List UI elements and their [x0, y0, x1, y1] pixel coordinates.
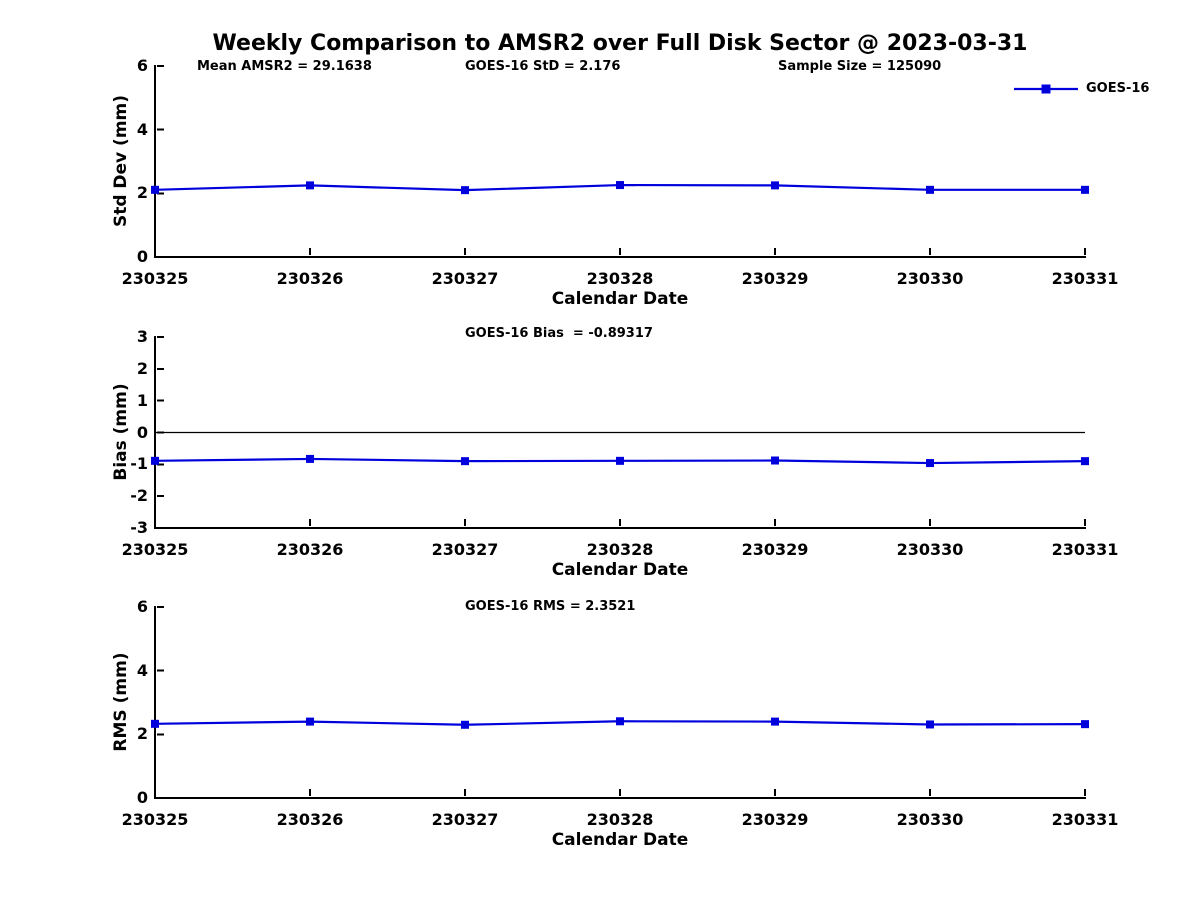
legend-marker [1041, 84, 1051, 94]
axis-spines [154, 606, 1086, 799]
data-point-marker [151, 185, 159, 194]
y-tick-label: 6 [136, 56, 148, 75]
y-tick-label: -1 [130, 454, 148, 474]
x-tick-label: 230331 [1051, 810, 1119, 829]
data-point-marker [616, 181, 624, 190]
tick-marks [154, 336, 1086, 529]
x-tick-label: 230328 [586, 540, 654, 559]
data-point-marker [1081, 720, 1089, 729]
data-point-marker [151, 456, 159, 465]
data-point-marker [616, 717, 624, 726]
tick-marks [154, 65, 1086, 258]
data-point-marker [926, 720, 934, 729]
y-tick-label: -3 [130, 518, 148, 537]
x-tick-label: 230325 [121, 269, 189, 288]
x-tick-label: 230328 [586, 810, 654, 829]
x-tick-label: 230329 [741, 540, 809, 559]
y-tick-label: 1 [136, 390, 148, 410]
y-tick-label: 2 [136, 724, 148, 744]
legend-label: GOES-16 [1086, 81, 1150, 96]
tick-marks [154, 606, 1086, 799]
x-tick-label: 230328 [586, 269, 654, 288]
xlabel-bias: Calendar Date [551, 560, 689, 580]
data-point-marker [306, 181, 314, 190]
stat-annotation: GOES-16 RMS = 2.3521 [465, 599, 636, 614]
data-point-marker [306, 717, 314, 726]
y-tick-label: 2 [136, 358, 148, 378]
x-tick-label: 230330 [896, 810, 964, 829]
x-tick-label: 230327 [431, 540, 499, 559]
y-tick-label: 0 [136, 788, 148, 807]
axis-spines [154, 65, 1086, 258]
data-point-marker [461, 186, 469, 195]
y-tick-label: 3 [136, 327, 148, 346]
stat-annotation: GOES-16 StD = 2.176 [465, 59, 621, 74]
x-tick-label: 230326 [276, 810, 344, 829]
x-tick-label: 230327 [431, 810, 499, 829]
chart-title: Weekly Comparison to AMSR2 over Full Dis… [212, 31, 1028, 56]
y-tick-label: 4 [136, 660, 148, 680]
data-point-marker [771, 717, 779, 726]
x-tick-label: 230326 [276, 269, 344, 288]
x-tick-label: 230329 [741, 810, 809, 829]
y-tick-label: 6 [136, 597, 148, 616]
data-point-marker [926, 185, 934, 194]
data-point-marker [461, 720, 469, 729]
data-point-marker [926, 459, 934, 468]
data-point-marker [151, 719, 159, 728]
data-point-marker [616, 456, 624, 465]
y-tick-label: 0 [136, 247, 148, 266]
xlabel-std-dev: Calendar Date [551, 289, 689, 309]
stat-annotation: Mean AMSR2 = 29.1638 [197, 59, 372, 74]
y-tick-label: -2 [130, 486, 148, 506]
data-point-marker [1081, 185, 1089, 194]
x-tick-label: 230331 [1051, 269, 1119, 288]
xlabel-rms: Calendar Date [551, 830, 689, 850]
legend-swatch [1014, 84, 1078, 94]
ylabel-std-dev: Std Dev (mm) [111, 94, 131, 228]
y-tick-label: 4 [136, 119, 148, 139]
x-tick-label: 230325 [121, 540, 189, 559]
data-point-marker [461, 457, 469, 466]
stat-annotation: GOES-16 Bias = -0.89317 [465, 326, 653, 341]
data-point-marker [771, 456, 779, 465]
axis-spines [154, 336, 1086, 529]
x-tick-label: 230331 [1051, 540, 1119, 559]
x-tick-label: 230326 [276, 540, 344, 559]
x-tick-label: 230330 [896, 269, 964, 288]
x-tick-label: 230325 [121, 810, 189, 829]
x-tick-label: 230327 [431, 269, 499, 288]
data-point-marker [306, 454, 314, 463]
y-tick-label: 0 [136, 422, 148, 442]
stat-annotation: Sample Size = 125090 [778, 59, 942, 74]
y-tick-label: 2 [136, 183, 148, 203]
data-point-marker [1081, 457, 1089, 466]
x-tick-label: 230330 [896, 540, 964, 559]
x-tick-label: 230329 [741, 269, 809, 288]
data-point-marker [771, 181, 779, 190]
